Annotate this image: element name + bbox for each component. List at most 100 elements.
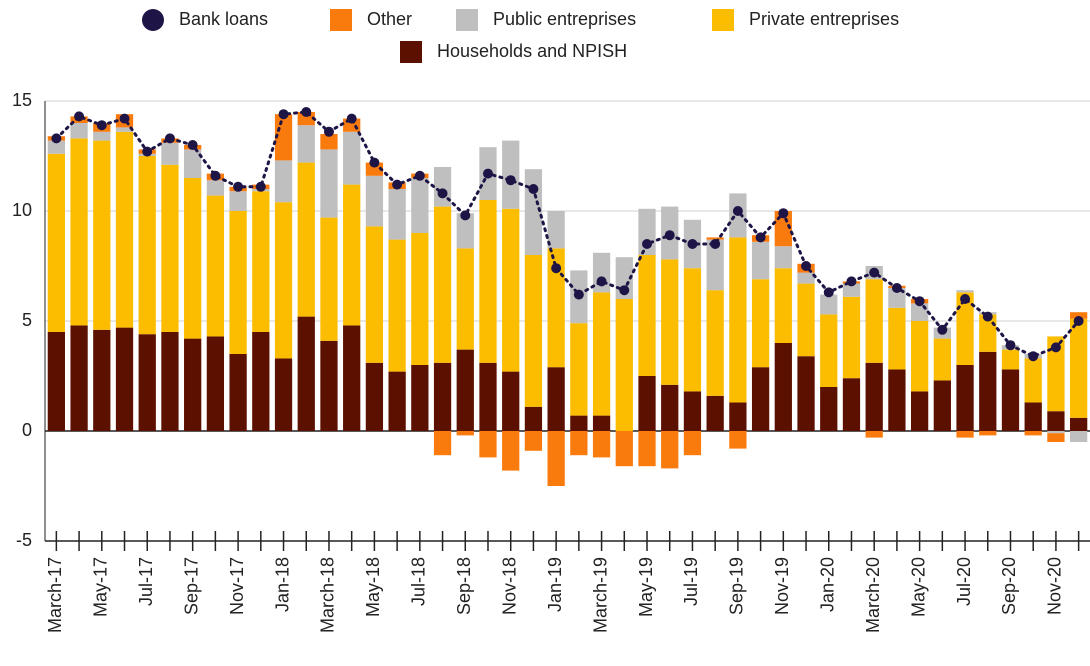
bank-loans-point [755, 232, 766, 243]
x-tick-label: May-20 [908, 557, 928, 617]
bar-segment [274, 202, 293, 359]
bar-segment [433, 362, 452, 431]
bar-segment [93, 131, 111, 141]
legend-label: Households and NPISH [437, 41, 627, 61]
bar-segment [365, 162, 384, 176]
bar-segment [683, 391, 702, 431]
bar-segment [1047, 431, 1065, 434]
bank-loans-point [960, 294, 971, 304]
bar-segment [161, 164, 179, 332]
bar-segment [411, 178, 429, 233]
bar-segment [570, 415, 588, 431]
bar-segment [297, 162, 315, 317]
bank-loans-point [164, 133, 175, 144]
bar-segment [115, 127, 134, 132]
bar-segment [320, 149, 338, 218]
x-tick-label: Jan-20 [818, 557, 838, 612]
bar-segment [865, 362, 883, 431]
x-tick-label: March-20 [863, 557, 883, 633]
bar-segment [411, 233, 429, 365]
bar-segment [1001, 349, 1020, 370]
bar-segment [842, 296, 861, 379]
bar-segment [547, 367, 565, 431]
bar-segment [706, 290, 724, 396]
bar-segment [547, 211, 565, 249]
bank-loans-point [823, 287, 834, 298]
bar-segment [797, 283, 815, 357]
bar-segment [456, 349, 474, 431]
x-tick-label: Jan-18 [272, 557, 292, 612]
bar-segment [343, 131, 361, 185]
bar-segment [570, 431, 588, 456]
bar-segment [592, 292, 611, 416]
bank-loans-point [937, 324, 948, 335]
legend-marker [330, 9, 352, 31]
bank-loans-point [346, 113, 357, 124]
bar-segment [820, 387, 838, 431]
bar-segment [274, 160, 293, 203]
bar-segment [842, 378, 861, 431]
bar-segment [820, 314, 838, 387]
bar-segment [956, 365, 974, 431]
bank-loans-point [1028, 351, 1039, 362]
legend-label: Other [367, 9, 412, 29]
bar-segment [229, 211, 247, 354]
bank-loans-point [1050, 342, 1061, 353]
bar-segment [592, 431, 611, 458]
bar-segment [638, 255, 656, 376]
bar-segment [47, 140, 65, 154]
bar-segment [956, 431, 974, 438]
x-tick-label: Jul-17 [136, 557, 156, 606]
x-tick-label: Nov-18 [499, 557, 519, 615]
bar-segment [184, 338, 202, 431]
bank-loans-point [914, 296, 925, 307]
bank-loans-point [74, 111, 85, 122]
bar-segment [729, 431, 747, 449]
bar-segment [274, 358, 293, 431]
bank-loans-line [54, 110, 1081, 358]
bank-loans-point [233, 181, 244, 192]
bar-segment [184, 149, 202, 178]
bank-loans-point [255, 181, 266, 192]
bar-segment [751, 241, 770, 280]
bank-loans-point [301, 107, 312, 117]
bar-segment [933, 338, 951, 381]
bar-segment [797, 272, 815, 284]
bar-segment [388, 189, 406, 240]
bar-segment [706, 239, 724, 291]
x-tick-label: Sep-19 [727, 557, 747, 615]
bar-segment [411, 365, 429, 431]
bank-loans-point [801, 261, 812, 271]
bar-segment [343, 184, 361, 326]
bar-segment [274, 114, 293, 161]
bank-loans-point [573, 289, 584, 300]
bar-segment [343, 325, 361, 431]
bar-segment [433, 167, 452, 207]
legend-label: Public entreprises [493, 9, 636, 29]
x-tick-label: Nov-20 [1045, 557, 1065, 615]
bar-segment [479, 200, 497, 363]
legend-marker [712, 9, 734, 31]
bar-segment [479, 431, 497, 458]
x-tick-label: May-17 [91, 557, 111, 617]
bar-segment [1070, 431, 1088, 442]
bar-segment [661, 259, 679, 385]
bar-segment [479, 362, 497, 431]
y-tick-label: -5 [16, 530, 32, 550]
bank-loans-point [323, 126, 334, 137]
bar-segment [570, 323, 588, 416]
bar-segment [1024, 431, 1042, 436]
bank-loans-point [505, 175, 516, 186]
bar-segment [70, 138, 88, 326]
bank-loans-point [732, 206, 743, 216]
bar-segment [1070, 312, 1088, 319]
bar-segment [229, 354, 247, 431]
bank-loans-point [528, 184, 539, 194]
bank-loans-point [619, 285, 630, 296]
bar-segment [706, 237, 724, 240]
bar-segment [502, 140, 520, 209]
bar-segment [683, 268, 702, 392]
bar-segment [502, 431, 520, 471]
y-tick-label: 15 [12, 90, 32, 110]
legend-label: Private entreprises [749, 9, 899, 29]
